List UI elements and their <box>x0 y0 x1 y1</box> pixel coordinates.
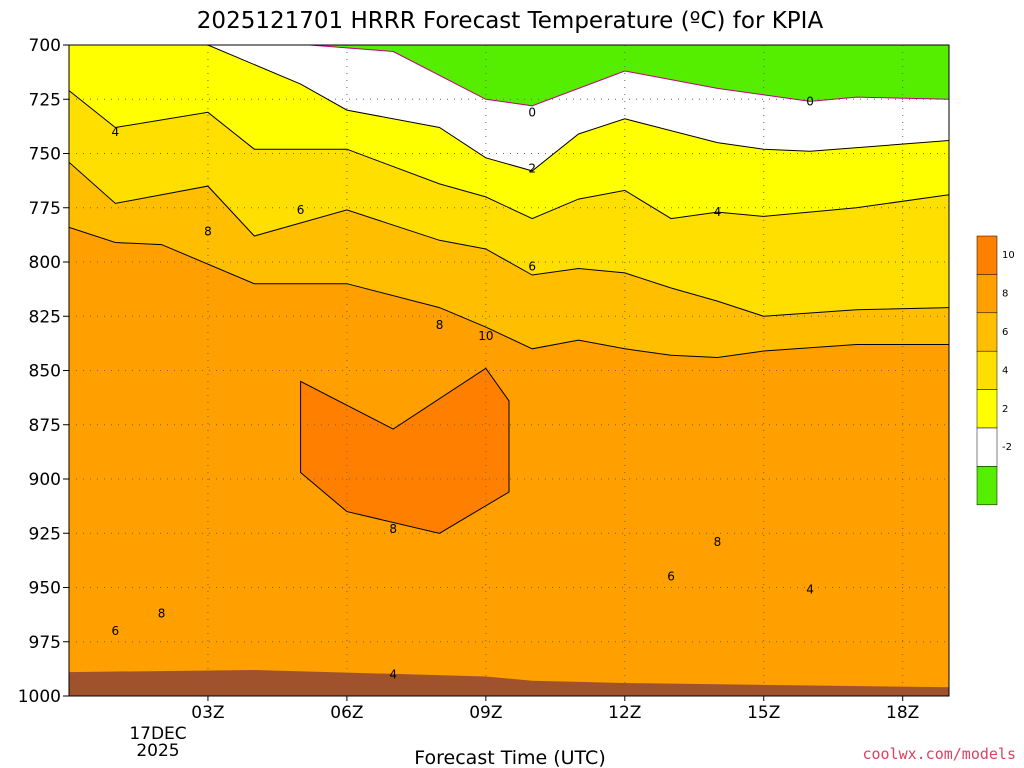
contour-label-15: 8 <box>158 607 166 621</box>
contour-line-2 <box>69 45 949 172</box>
legend-label-0: 10 <box>1002 250 1015 261</box>
y-tick-label-950: 950 <box>29 579 61 599</box>
contour-label-3: 4 <box>111 125 119 139</box>
legend-label-1: 8 <box>1002 289 1008 300</box>
y-tick-label-725: 725 <box>29 90 61 110</box>
contour-label-12: 8 <box>436 318 444 332</box>
y-tick-label-975: 975 <box>29 633 61 653</box>
x-tick-label-06Z: 06Z <box>330 703 363 723</box>
legend-swatch-2 <box>976 312 998 352</box>
contour-label-13: 8 <box>389 522 397 536</box>
ground-terrain <box>69 670 949 696</box>
contour-label-2: 2 <box>528 162 536 176</box>
contour-label-11: 8 <box>204 225 212 239</box>
contour-label-4: 4 <box>714 205 722 219</box>
contour-line-6 <box>69 161 949 317</box>
legend-swatch-4 <box>976 389 998 429</box>
contour-label-5: 4 <box>806 583 814 597</box>
contour-line-0 <box>309 45 949 107</box>
color-legend: 10 8 6 4 2 -2 <box>976 235 1015 506</box>
legend-label-5: -2 <box>1002 442 1012 453</box>
y-tick-label-900: 900 <box>29 470 61 490</box>
y-tick-label-700: 700 <box>29 36 61 56</box>
x-axis-ticks: 03Z 06Z 09Z 12Z 15Z 18Z <box>191 696 919 723</box>
y-tick-label-850: 850 <box>29 362 61 382</box>
y-tick-label-1000: 1000 <box>18 687 61 707</box>
x-tick-label-18Z: 18Z <box>886 703 919 723</box>
contour-label-7: 6 <box>297 203 305 217</box>
y-tick-label-925: 925 <box>29 524 61 544</box>
legend-swatch-5 <box>976 427 998 467</box>
legend-label-4: 2 <box>1002 404 1008 415</box>
contour-label-1: 0 <box>806 94 814 108</box>
y-axis-ticks: 700 725 750 775 800 825 850 875 900 925 950 975 1000 <box>18 36 69 707</box>
date-label-day: 17DEC <box>129 724 186 744</box>
band-above-10 <box>300 368 509 534</box>
contour-line-4 <box>69 90 949 220</box>
legend-swatch-6 <box>976 466 998 506</box>
chart-title: 2025121701 HRRR Forecast Temperature (ºC… <box>197 8 824 34</box>
x-axis-label: Forecast Time (UTC) <box>414 747 605 768</box>
contour-label-8: 6 <box>528 259 536 273</box>
contour-label-16: 10 <box>478 329 493 343</box>
contour-line-10 <box>300 367 510 534</box>
legend-swatch-0 <box>976 235 998 275</box>
contour-line-8 <box>69 226 949 359</box>
legend-swatch-1 <box>976 274 998 314</box>
x-tick-label-12Z: 12Z <box>608 703 641 723</box>
x-tick-label-03Z: 03Z <box>191 703 224 723</box>
y-tick-label-750: 750 <box>29 145 61 165</box>
contour-label-14: 8 <box>714 535 722 549</box>
contour-label-6: 4 <box>389 667 397 681</box>
date-label-year: 2025 <box>136 741 179 761</box>
legend-label-2: 6 <box>1002 327 1008 338</box>
site-credit[interactable]: coolwx.com/models <box>862 745 1016 763</box>
y-tick-label-825: 825 <box>29 307 61 327</box>
contour-lines <box>69 45 949 534</box>
x-tick-label-15Z: 15Z <box>747 703 780 723</box>
y-tick-label-875: 875 <box>29 416 61 436</box>
legend-swatch-3 <box>976 350 998 390</box>
contour-label-9: 6 <box>667 570 675 584</box>
contour-label-0: 0 <box>528 105 536 119</box>
legend-label-3: 4 <box>1002 365 1008 376</box>
y-tick-label-775: 775 <box>29 199 61 219</box>
filled-bands <box>69 45 949 696</box>
y-tick-label-800: 800 <box>29 253 61 273</box>
contour-label-10: 6 <box>111 624 119 638</box>
contour-labels: 0 0 2 4 4 4 4 6 6 6 6 8 8 8 8 8 10 <box>111 94 813 681</box>
x-tick-label-09Z: 09Z <box>469 703 502 723</box>
